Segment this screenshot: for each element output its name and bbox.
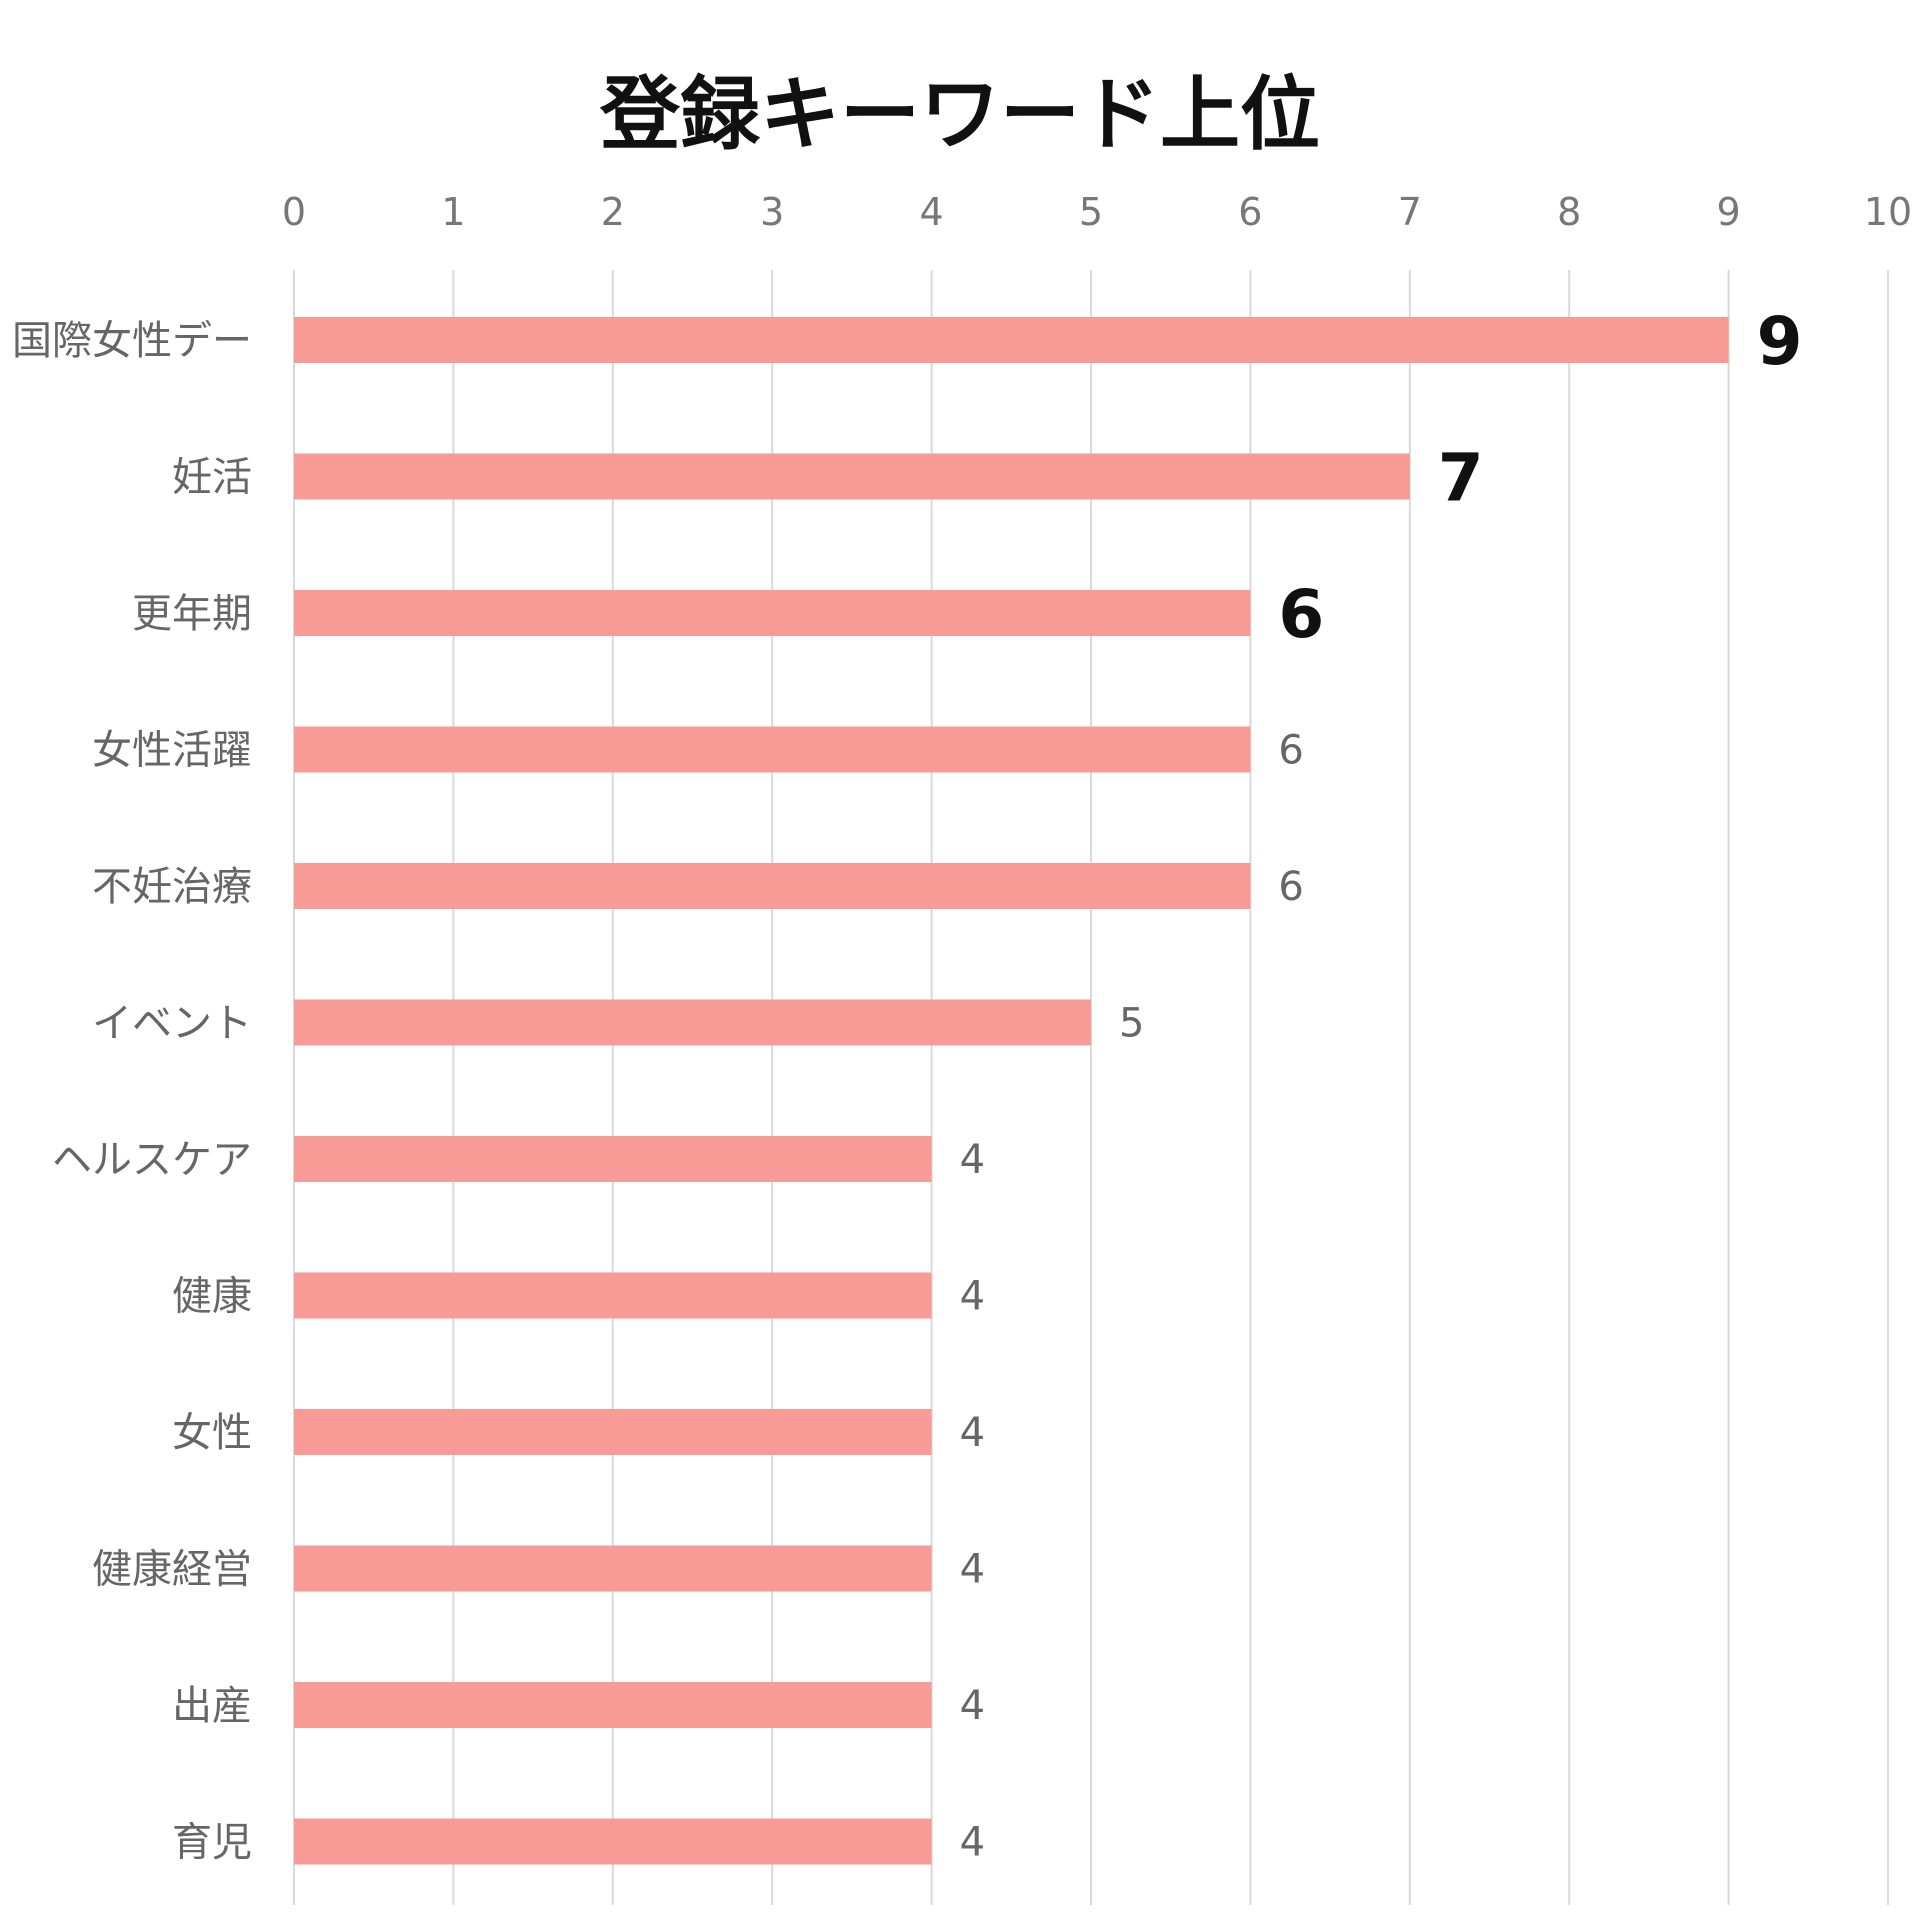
category-label: ヘルスケア (52, 1137, 252, 1183)
category-label: 国際女性デー (12, 318, 252, 364)
bar (294, 1136, 932, 1182)
bar (294, 1272, 932, 1319)
x-tick-label: 0 (282, 190, 306, 234)
category-label: 不妊治療 (92, 864, 252, 910)
chart-title: 登録キーワード上位 (600, 68, 1320, 161)
bar (294, 1409, 932, 1455)
value-label: 6 (1278, 864, 1303, 910)
x-tick-label: 10 (1864, 190, 1912, 234)
value-label: 6 (1278, 728, 1303, 774)
x-tick-label: 3 (760, 190, 784, 234)
value-label: 9 (1757, 303, 1803, 380)
x-tick-label: 7 (1398, 190, 1422, 234)
category-label: 女性活躍 (92, 728, 252, 774)
category-label: イベント (92, 1001, 252, 1047)
value-label: 4 (960, 1820, 985, 1866)
category-label: 出産 (172, 1683, 252, 1729)
value-label: 4 (960, 1410, 985, 1456)
x-tick-label: 2 (601, 190, 625, 234)
bar (294, 453, 1410, 500)
value-label: 5 (1119, 1001, 1144, 1047)
x-tick-label: 5 (1079, 190, 1103, 234)
grid-lines (293, 270, 1889, 1905)
value-labels: 9 7 6 6 6 5 4 4 4 4 4 4 (960, 303, 1803, 1866)
x-tick-label: 6 (1238, 190, 1262, 234)
bar (294, 590, 1251, 636)
bar (294, 999, 1091, 1046)
value-label: 4 (960, 1683, 985, 1729)
bar (294, 726, 1251, 773)
category-label: 更年期 (132, 591, 252, 637)
category-label: 健康経営 (92, 1547, 252, 1593)
bar (294, 317, 1729, 363)
bar (294, 1818, 932, 1865)
x-tick-label: 4 (920, 190, 944, 234)
value-label: 4 (960, 1137, 985, 1183)
bars (294, 317, 1729, 1865)
value-label: 6 (1278, 576, 1324, 653)
bar (294, 1545, 932, 1592)
x-tick-label: 8 (1557, 190, 1581, 234)
bar (294, 1682, 932, 1728)
category-label: 育児 (172, 1820, 252, 1866)
category-label: 女性 (172, 1410, 252, 1456)
value-label: 4 (960, 1274, 985, 1320)
bar (294, 863, 1251, 909)
value-label: 7 (1438, 440, 1484, 517)
x-axis-ticks: 0 1 2 3 4 5 6 7 8 9 10 (282, 190, 1912, 234)
x-tick-label: 9 (1717, 190, 1741, 234)
category-label: 妊活 (172, 455, 252, 501)
category-label: 健康 (172, 1274, 252, 1320)
value-label: 4 (960, 1547, 985, 1593)
x-tick-label: 1 (441, 190, 465, 234)
